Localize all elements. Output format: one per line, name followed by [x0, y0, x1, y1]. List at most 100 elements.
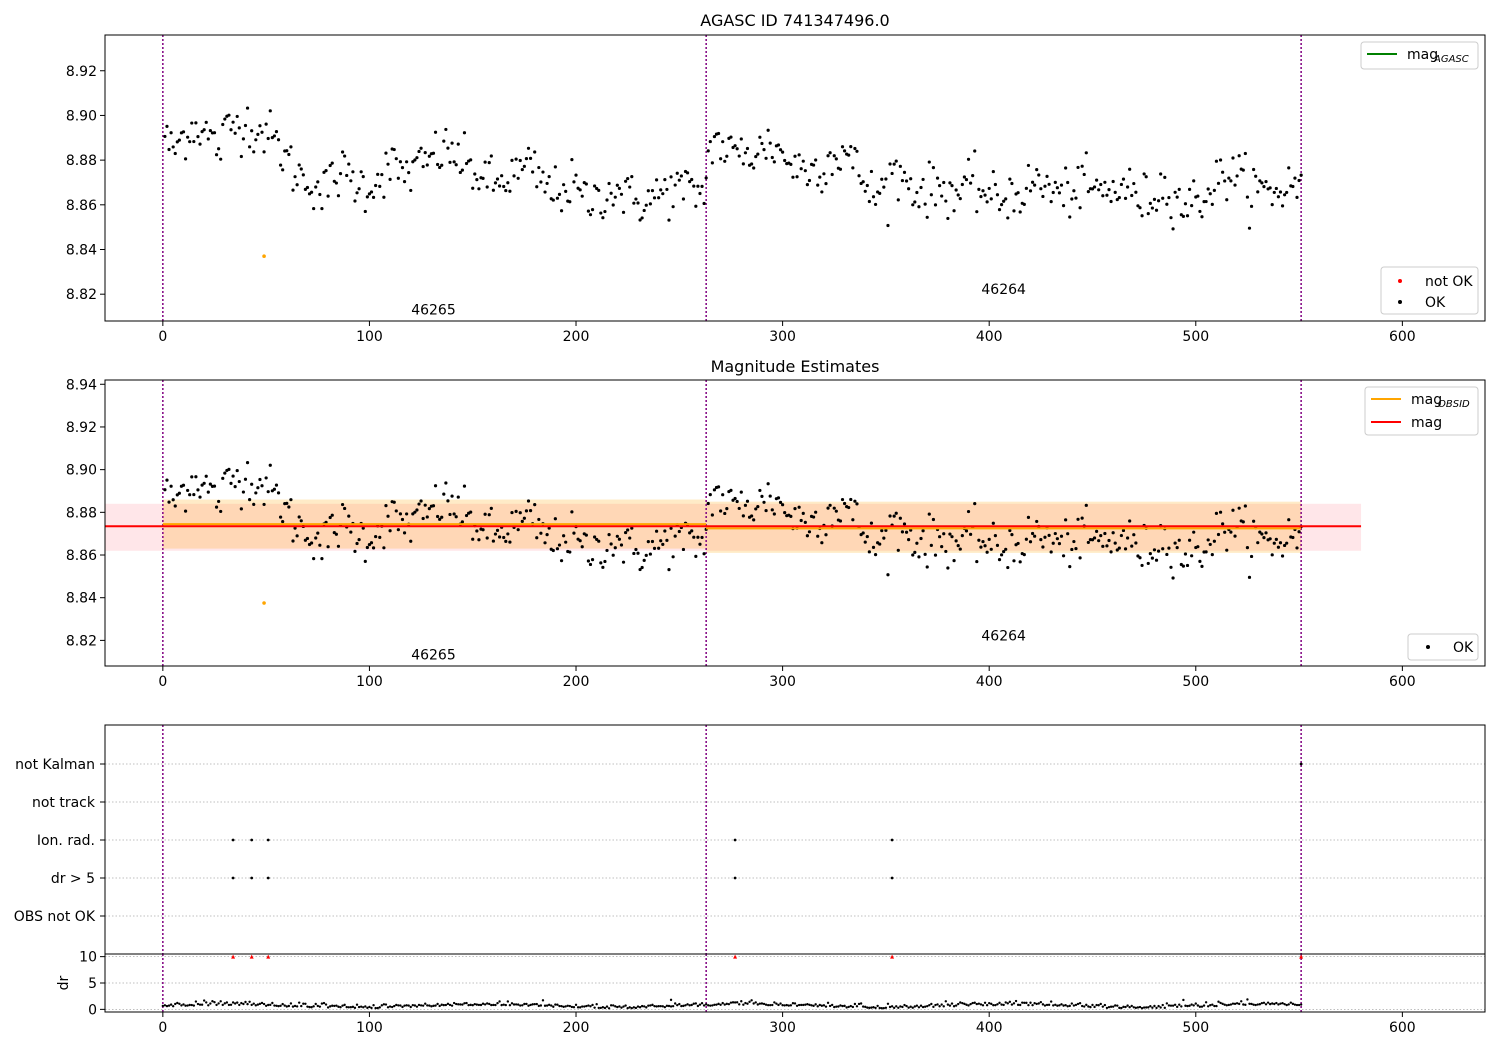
dr-point [818, 1003, 821, 1007]
dr-point [1010, 1003, 1014, 1006]
p1-ok-point [405, 160, 409, 164]
p2-ok-point [1196, 545, 1200, 549]
p2-ok-point [357, 538, 361, 542]
dr-point [318, 1005, 322, 1008]
p1-ok-point [502, 184, 506, 189]
p1-ok-point [586, 209, 591, 213]
dr-point [837, 1005, 840, 1008]
dr-point [715, 1003, 718, 1006]
dr-point [1268, 1002, 1272, 1006]
p2-ok-point [1033, 534, 1037, 538]
dr-point [184, 1004, 187, 1007]
dr-point [994, 1003, 997, 1007]
dr-point [450, 1004, 454, 1007]
dr-point [1244, 1003, 1247, 1007]
p2-ok-point [1276, 545, 1281, 549]
dr-point [440, 1003, 443, 1006]
dr-point [797, 1003, 801, 1007]
p2-ok-point [314, 536, 318, 540]
p1-ok-point [363, 209, 367, 214]
p2-ok-point [766, 482, 770, 486]
dr-point [271, 1001, 274, 1005]
dr-point [1204, 1001, 1208, 1004]
p2-ok-point [291, 539, 295, 543]
p1-ok-point [685, 171, 690, 175]
p1-ok-point [1200, 215, 1204, 219]
p1-ok-point [1105, 193, 1109, 197]
dr-point [992, 1003, 995, 1007]
p1-ok-point [975, 210, 979, 214]
p1-ok-point [431, 151, 436, 155]
p2-ok-point [196, 488, 200, 492]
dr-point [1041, 1003, 1045, 1006]
p2-ytick-label: 8.94 [66, 377, 97, 393]
dr-point [188, 1003, 191, 1007]
dr-point [1052, 1004, 1055, 1007]
p1-ok-point [968, 181, 973, 185]
p1-ok-point [793, 154, 797, 158]
p1-axes-frame [104, 34, 1486, 322]
p2-ok-point [654, 529, 659, 533]
p1-ok-point [214, 153, 219, 157]
p1-ok-point [514, 157, 518, 161]
p1-ok-point [295, 183, 299, 187]
p1-ok-point [328, 163, 332, 168]
p2-ok-point [163, 488, 167, 492]
dr-point [370, 1006, 373, 1010]
p2-ok-point [723, 511, 727, 516]
dr-point [535, 1002, 538, 1006]
dr-point [1229, 1003, 1233, 1006]
p1-ok-point [1090, 187, 1095, 191]
p1-ok-point [278, 163, 283, 167]
p1-ok-point [663, 178, 667, 182]
dr-point [789, 1004, 793, 1007]
dr-point [1225, 1004, 1228, 1007]
p1-ok-point [291, 188, 295, 192]
dr-point [1091, 1003, 1094, 1007]
p1-ok-point [392, 147, 396, 152]
p2-ok-point [1233, 534, 1237, 538]
p2-ok-point [281, 520, 285, 524]
p1-ok-point [504, 188, 508, 193]
p1-ok-point [797, 153, 801, 157]
dr-point [810, 1004, 813, 1007]
p2-ok-point [347, 514, 351, 518]
p2-ok-point [464, 513, 469, 518]
p2-ok-point [336, 544, 341, 548]
p2-ok-point [1064, 518, 1068, 522]
flag-point [266, 876, 270, 880]
p1-ok-point [855, 149, 859, 153]
p2-ok-point [915, 541, 919, 545]
p1-ok-point [438, 165, 442, 170]
dr-point [1209, 1003, 1212, 1007]
p2-ok-point [793, 507, 797, 511]
dr-point [1262, 1001, 1266, 1004]
p2-ok-point [958, 547, 962, 551]
p2-ok-point [1080, 516, 1084, 520]
dr-point [940, 1003, 943, 1006]
dr-point [281, 1002, 284, 1006]
p1-ok-point [904, 179, 909, 183]
p2-ok-point [235, 468, 239, 473]
p1-ok-point [704, 176, 708, 180]
dr-point [1299, 1003, 1303, 1006]
dr-point [1167, 1004, 1171, 1007]
p2-ok-point [1136, 554, 1140, 558]
dr-point [328, 1005, 332, 1008]
dr-point [917, 1006, 921, 1009]
p1-ok-point [1092, 185, 1097, 189]
p1-ok-point [1146, 212, 1150, 216]
dr-point [359, 1005, 363, 1008]
p2-ok-point [237, 479, 241, 484]
p1-ok-point [919, 185, 923, 190]
dr-point [851, 1005, 855, 1009]
p2-ok-point [1278, 541, 1283, 545]
p1-ok-point [954, 188, 958, 192]
dr-point [975, 1002, 978, 1006]
p2-ok-point [326, 545, 330, 549]
p1-ok-point [297, 163, 301, 167]
p2-ok-point [619, 543, 624, 547]
p2-ok-point [371, 546, 376, 550]
dr-point [566, 1004, 569, 1008]
p2-ok-point [526, 499, 531, 503]
